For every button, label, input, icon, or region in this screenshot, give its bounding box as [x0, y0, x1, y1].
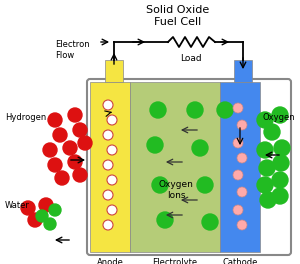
- Circle shape: [107, 145, 117, 155]
- Circle shape: [39, 198, 53, 212]
- Text: Electron
Flow: Electron Flow: [55, 40, 90, 60]
- Circle shape: [103, 100, 113, 110]
- Circle shape: [233, 103, 243, 113]
- Circle shape: [147, 137, 163, 153]
- Circle shape: [233, 205, 243, 215]
- Circle shape: [36, 210, 48, 222]
- Circle shape: [21, 201, 35, 215]
- Text: Load: Load: [180, 54, 202, 63]
- Circle shape: [68, 108, 82, 122]
- Circle shape: [107, 175, 117, 185]
- Circle shape: [48, 158, 62, 172]
- Text: Cathode: Cathode: [222, 258, 258, 264]
- Circle shape: [264, 124, 280, 140]
- Circle shape: [103, 190, 113, 200]
- Circle shape: [237, 120, 247, 130]
- Circle shape: [257, 112, 273, 128]
- Bar: [220, 82, 260, 252]
- Circle shape: [63, 141, 77, 155]
- Circle shape: [48, 113, 62, 127]
- Circle shape: [272, 172, 288, 188]
- Circle shape: [233, 138, 243, 148]
- Circle shape: [233, 170, 243, 180]
- Circle shape: [187, 102, 203, 118]
- Circle shape: [73, 168, 87, 182]
- Circle shape: [103, 220, 113, 230]
- Circle shape: [103, 160, 113, 170]
- Circle shape: [237, 187, 247, 197]
- Text: Anode: Anode: [97, 258, 123, 264]
- Circle shape: [202, 214, 218, 230]
- Text: Oxygen: Oxygen: [262, 114, 295, 122]
- Text: Oxygen
Ions: Oxygen Ions: [159, 180, 194, 200]
- Circle shape: [237, 153, 247, 163]
- Circle shape: [107, 115, 117, 125]
- Circle shape: [260, 192, 276, 208]
- Text: Solid Oxide
Fuel Cell: Solid Oxide Fuel Cell: [146, 5, 210, 27]
- Circle shape: [272, 188, 288, 204]
- Circle shape: [53, 128, 67, 142]
- Circle shape: [157, 212, 173, 228]
- Circle shape: [43, 143, 57, 157]
- Circle shape: [259, 160, 275, 176]
- Circle shape: [28, 213, 42, 227]
- Circle shape: [217, 102, 233, 118]
- Circle shape: [78, 136, 92, 150]
- Circle shape: [107, 205, 117, 215]
- Text: Electrolyte: Electrolyte: [152, 258, 198, 264]
- Circle shape: [73, 123, 87, 137]
- Circle shape: [49, 204, 61, 216]
- Circle shape: [273, 155, 289, 171]
- Circle shape: [197, 177, 213, 193]
- Circle shape: [55, 171, 69, 185]
- Bar: [90, 82, 130, 252]
- Circle shape: [103, 130, 113, 140]
- Circle shape: [257, 177, 273, 193]
- Circle shape: [257, 142, 273, 158]
- Bar: [105, 60, 123, 82]
- Circle shape: [44, 218, 56, 230]
- Circle shape: [152, 177, 168, 193]
- Circle shape: [192, 140, 208, 156]
- Circle shape: [272, 107, 288, 123]
- Circle shape: [150, 102, 166, 118]
- Bar: [234, 60, 252, 82]
- Circle shape: [237, 220, 247, 230]
- Text: Water: Water: [5, 200, 30, 210]
- Bar: [130, 82, 220, 252]
- Circle shape: [274, 140, 290, 156]
- Text: Hydrogen: Hydrogen: [5, 114, 46, 122]
- FancyBboxPatch shape: [87, 79, 291, 255]
- Circle shape: [68, 155, 82, 169]
